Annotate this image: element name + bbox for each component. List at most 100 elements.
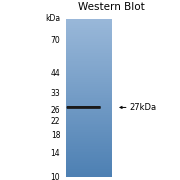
Bar <box>66 70 112 71</box>
Bar <box>66 95 112 96</box>
Bar <box>66 142 112 143</box>
Bar <box>66 25 112 26</box>
Bar <box>66 50 112 51</box>
Bar <box>66 165 112 166</box>
Bar <box>66 172 112 173</box>
Bar <box>66 31 112 32</box>
Text: 14: 14 <box>51 149 60 158</box>
Bar <box>66 34 112 35</box>
Bar <box>66 168 112 169</box>
Bar <box>66 59 112 60</box>
Bar <box>66 154 112 155</box>
Bar <box>66 125 112 126</box>
Bar <box>66 77 112 78</box>
Bar <box>66 74 112 75</box>
Bar <box>66 169 112 170</box>
Text: 33: 33 <box>51 89 60 98</box>
Bar <box>66 45 112 46</box>
Bar <box>66 143 112 144</box>
Bar <box>66 89 112 90</box>
Bar <box>66 33 112 34</box>
Bar <box>66 19 112 20</box>
Bar <box>66 85 112 86</box>
Bar <box>66 163 112 164</box>
Bar <box>66 32 112 33</box>
Bar <box>66 115 112 116</box>
Bar <box>66 54 112 55</box>
Bar <box>66 89 112 90</box>
Bar <box>66 46 112 47</box>
Bar <box>66 35 112 36</box>
Bar <box>66 106 112 107</box>
Bar <box>66 82 112 83</box>
Bar <box>66 172 112 173</box>
Text: 22: 22 <box>51 117 60 126</box>
Bar <box>66 26 112 27</box>
Bar <box>66 69 112 70</box>
Bar <box>66 60 112 61</box>
Bar <box>66 135 112 136</box>
Bar <box>66 55 112 56</box>
Bar <box>66 22 112 23</box>
Bar <box>66 136 112 137</box>
Bar <box>66 98 112 99</box>
Bar <box>66 101 112 102</box>
Bar <box>66 22 112 23</box>
Bar <box>66 126 112 127</box>
Bar <box>66 123 112 124</box>
Bar <box>66 137 112 138</box>
Bar <box>66 84 112 85</box>
Bar <box>66 118 112 119</box>
Bar <box>66 139 112 140</box>
Bar <box>66 29 112 30</box>
Bar <box>66 92 112 93</box>
Bar <box>66 115 112 116</box>
Bar <box>66 133 112 134</box>
Bar <box>66 44 112 45</box>
Bar <box>66 47 112 48</box>
Bar <box>66 133 112 134</box>
Bar <box>66 81 112 82</box>
Bar <box>66 29 112 30</box>
Bar <box>66 30 112 31</box>
Bar <box>66 153 112 154</box>
Bar <box>66 151 112 152</box>
Bar <box>66 141 112 142</box>
Bar <box>66 145 112 146</box>
Bar <box>66 61 112 62</box>
Bar <box>66 144 112 145</box>
Bar <box>66 73 112 74</box>
Bar <box>66 171 112 172</box>
Text: kDa: kDa <box>45 14 60 23</box>
Bar <box>66 125 112 126</box>
Bar <box>66 135 112 136</box>
Text: 44: 44 <box>51 69 60 78</box>
Bar <box>66 37 112 38</box>
Bar <box>66 79 112 80</box>
Bar <box>66 56 112 57</box>
Bar <box>66 173 112 174</box>
Bar <box>66 58 112 59</box>
Bar <box>66 91 112 92</box>
Bar <box>66 114 112 115</box>
Bar <box>66 68 112 69</box>
Bar <box>66 69 112 70</box>
Bar <box>66 121 112 122</box>
Bar <box>66 174 112 175</box>
Bar <box>66 80 112 81</box>
Bar <box>66 67 112 68</box>
Bar <box>66 40 112 41</box>
Bar <box>66 51 112 52</box>
Bar <box>66 109 112 110</box>
Bar <box>66 124 112 125</box>
Bar <box>66 154 112 155</box>
Bar <box>66 104 112 105</box>
Bar <box>66 80 112 81</box>
Bar <box>66 83 112 84</box>
Bar <box>66 157 112 158</box>
Bar <box>66 174 112 175</box>
Bar <box>66 147 112 148</box>
Bar <box>66 131 112 132</box>
Bar <box>66 78 112 79</box>
Bar <box>66 70 112 71</box>
